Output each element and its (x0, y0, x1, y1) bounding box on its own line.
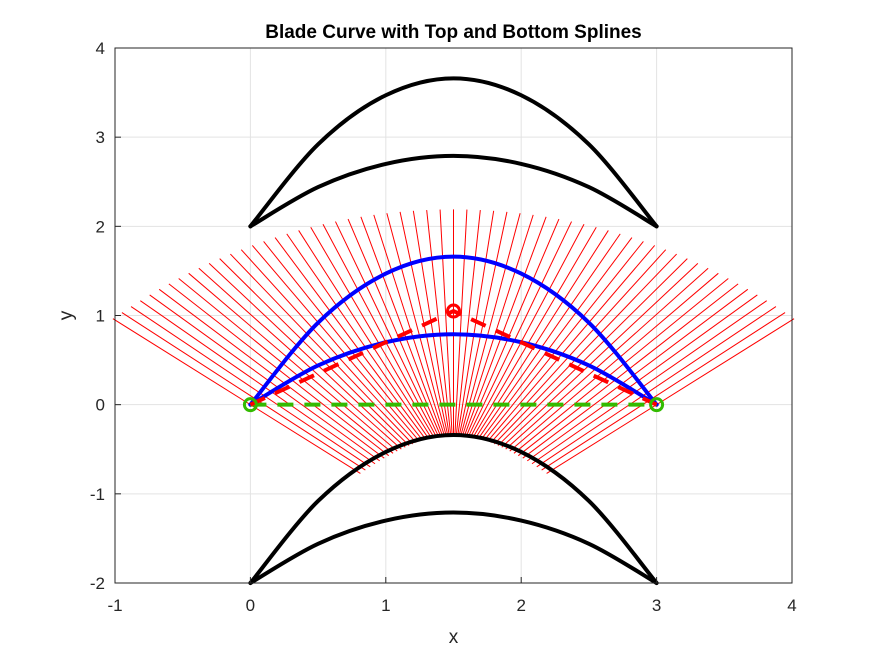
x-tick-label: -1 (107, 596, 122, 615)
normal-line (466, 218, 560, 436)
x-axis-label: x (449, 627, 459, 648)
normal-line (198, 267, 402, 450)
normal-line (531, 300, 767, 465)
x-tick-label: 3 (652, 596, 661, 615)
normal-line (263, 241, 424, 441)
normal-line (509, 272, 719, 452)
normal-line (493, 253, 677, 445)
normal-line (460, 213, 521, 435)
y-tick-label: 4 (96, 39, 105, 58)
normal-line (439, 209, 453, 435)
series-camber-bottom (248, 332, 659, 407)
normal-line (522, 288, 749, 459)
normal-line (426, 209, 452, 435)
normal-line (468, 221, 572, 437)
normal-line (513, 278, 729, 454)
chart-title: Blade Curve with Top and Bottom Splines (265, 22, 642, 43)
x-tick-label: 1 (381, 596, 390, 615)
series-camber-top (248, 254, 659, 407)
marker-chord-endpoint (242, 397, 258, 413)
normal-line (546, 318, 795, 474)
normal-line (347, 218, 441, 436)
normal-line (541, 312, 786, 471)
normal-line (386, 213, 447, 435)
normal-line (251, 245, 420, 442)
normal-line (526, 294, 758, 462)
normal-line (286, 233, 429, 439)
normal-line (454, 209, 468, 435)
normal-line (208, 263, 406, 448)
normal-line (470, 224, 585, 437)
normal-line (487, 245, 656, 442)
normal-lines (112, 209, 795, 474)
normal-line (178, 278, 394, 454)
normal-line (497, 258, 688, 446)
normal-line (360, 216, 443, 436)
marker-chord-endpoint (649, 397, 665, 413)
normal-line (501, 263, 699, 448)
normal-line (219, 258, 410, 446)
normal-line (140, 300, 376, 465)
curves (248, 76, 659, 585)
y-tick-label: 2 (96, 217, 105, 236)
y-tick-label: 0 (96, 396, 105, 415)
y-axis-label: y (56, 310, 77, 320)
x-tick-label: 0 (246, 596, 255, 615)
normal-line (373, 214, 445, 435)
y-tick-label: 1 (96, 307, 105, 326)
y-tick-label: 3 (96, 128, 105, 147)
normal-line (483, 241, 644, 441)
normal-line (310, 226, 435, 438)
normal-line (188, 272, 398, 452)
normal-line (322, 224, 437, 437)
normal-line (149, 294, 381, 462)
normal-line (298, 230, 432, 438)
normal-line (335, 221, 439, 437)
x-tick-label: 4 (787, 596, 796, 615)
normal-line (490, 249, 667, 443)
normal-line (130, 306, 371, 468)
y-tick-label: -2 (90, 574, 105, 593)
normal-line (230, 253, 414, 445)
series-lower-blade-bottom (248, 510, 659, 585)
y-tick-label: -1 (90, 485, 105, 504)
normal-line (240, 249, 417, 443)
normal-line (158, 288, 385, 459)
normal-line (462, 214, 534, 435)
x-tick-label: 2 (516, 596, 525, 615)
normal-line (536, 306, 777, 468)
series-upper-blade-top (248, 76, 659, 229)
normal-line (464, 216, 547, 436)
markers (242, 303, 665, 413)
normal-line (455, 209, 481, 435)
marker-control-point (446, 303, 461, 319)
normal-line (121, 312, 366, 471)
normal-line (472, 226, 597, 438)
series-upper-blade-bottom (248, 153, 659, 229)
series-lower-blade-top (248, 432, 659, 585)
normal-line (112, 318, 361, 474)
series-control-polygon-dashed (249, 309, 658, 407)
normal-line (505, 267, 709, 450)
